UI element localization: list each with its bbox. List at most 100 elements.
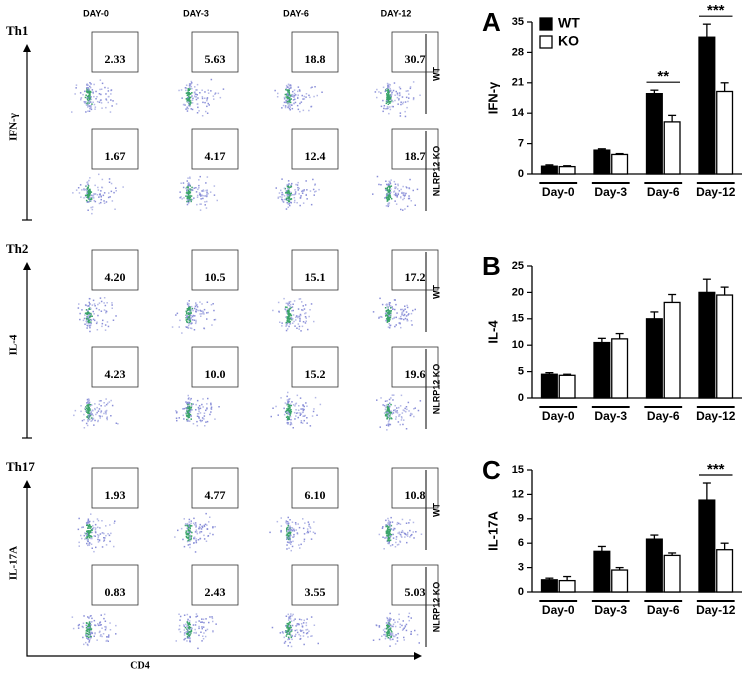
event-dot bbox=[304, 304, 307, 306]
event-dot bbox=[409, 519, 411, 521]
event-dot bbox=[385, 196, 388, 199]
event-dot bbox=[186, 410, 189, 412]
event-dot bbox=[293, 94, 295, 97]
event-dot bbox=[405, 311, 408, 313]
event-dot bbox=[406, 304, 408, 307]
event-dot bbox=[77, 528, 80, 531]
event-dot bbox=[186, 633, 188, 635]
event-dot bbox=[297, 189, 299, 191]
event-dot bbox=[309, 309, 311, 311]
event-dot bbox=[201, 310, 204, 312]
event-dot bbox=[417, 409, 420, 412]
event-dot bbox=[107, 90, 110, 92]
event-dot bbox=[188, 521, 190, 523]
event-dot bbox=[100, 88, 103, 90]
event-dot bbox=[87, 187, 89, 189]
event-dot bbox=[288, 527, 290, 529]
event-dot bbox=[295, 625, 297, 627]
event-dot bbox=[86, 318, 89, 320]
y-tick-label: 15 bbox=[512, 313, 524, 325]
event-dot bbox=[88, 194, 90, 197]
event-dot bbox=[100, 190, 102, 192]
event-dot bbox=[292, 309, 294, 312]
event-dot bbox=[292, 102, 295, 105]
event-dot bbox=[396, 96, 399, 99]
event-dot bbox=[402, 101, 405, 104]
event-dot bbox=[90, 537, 92, 540]
event-dot bbox=[293, 197, 296, 199]
event-dot bbox=[302, 518, 304, 520]
event-dot bbox=[387, 526, 390, 528]
event-dot bbox=[287, 412, 289, 415]
event-dot bbox=[288, 198, 290, 200]
event-dot bbox=[287, 423, 289, 425]
event-dot bbox=[398, 98, 400, 100]
event-dot bbox=[396, 194, 398, 197]
event-dot bbox=[303, 533, 306, 535]
event-dot bbox=[386, 635, 388, 638]
event-dot bbox=[195, 613, 198, 615]
event-dot bbox=[190, 108, 192, 110]
event-dot bbox=[411, 413, 413, 415]
event-dot bbox=[94, 632, 96, 635]
event-dot bbox=[209, 516, 211, 518]
x-tick-label: Day-3 bbox=[594, 603, 627, 617]
event-dot bbox=[289, 526, 292, 529]
event-dot bbox=[185, 535, 188, 538]
event-dot bbox=[281, 200, 284, 202]
event-dot bbox=[213, 98, 215, 100]
event-dot bbox=[378, 183, 380, 186]
event-dot bbox=[277, 414, 279, 416]
event-dot bbox=[386, 187, 388, 190]
event-dot bbox=[310, 87, 312, 89]
y-tick-label: 21 bbox=[512, 77, 524, 89]
event-dot bbox=[91, 632, 94, 635]
event-dot bbox=[204, 425, 206, 427]
gate bbox=[291, 564, 339, 606]
event-dot bbox=[389, 545, 392, 547]
event-dot bbox=[189, 535, 191, 537]
event-dot bbox=[190, 85, 192, 88]
event-dot bbox=[389, 617, 391, 619]
event-dot bbox=[288, 315, 290, 317]
event-dot bbox=[387, 94, 390, 96]
event-dot bbox=[286, 194, 288, 196]
bar bbox=[611, 569, 629, 593]
event-dot bbox=[87, 196, 90, 198]
event-dot bbox=[86, 537, 88, 539]
gate bbox=[291, 249, 339, 291]
y-tick-label: 5 bbox=[518, 366, 524, 378]
event-dot bbox=[284, 93, 287, 96]
event-dot bbox=[402, 185, 404, 188]
event-dot bbox=[188, 89, 190, 91]
event-dot bbox=[388, 410, 390, 412]
event-dot bbox=[185, 310, 188, 313]
event-dot bbox=[290, 192, 292, 194]
event-dot bbox=[101, 178, 104, 181]
event-dot bbox=[191, 92, 193, 94]
event-dot bbox=[188, 303, 190, 305]
panel-letter: B bbox=[482, 251, 501, 281]
event-dot bbox=[182, 186, 185, 189]
event-dot bbox=[86, 531, 89, 534]
event-dot bbox=[87, 623, 90, 625]
event-dot bbox=[287, 310, 290, 312]
event-dot bbox=[403, 627, 405, 629]
event-dot bbox=[189, 414, 192, 416]
event-dot bbox=[286, 415, 289, 418]
event-dot bbox=[83, 419, 85, 421]
event-dot bbox=[188, 637, 190, 639]
event-dot bbox=[103, 202, 106, 204]
event-dot bbox=[188, 631, 190, 633]
event-dot bbox=[386, 407, 389, 409]
event-dot bbox=[96, 100, 99, 103]
event-dot bbox=[200, 315, 202, 317]
event-dot bbox=[400, 531, 403, 534]
event-dot bbox=[302, 202, 305, 204]
event-dot bbox=[401, 518, 404, 521]
event-dot bbox=[288, 95, 290, 97]
event-dot bbox=[285, 635, 288, 637]
event-dot bbox=[188, 307, 190, 309]
event-dot bbox=[394, 99, 396, 102]
event-dot bbox=[288, 633, 291, 635]
